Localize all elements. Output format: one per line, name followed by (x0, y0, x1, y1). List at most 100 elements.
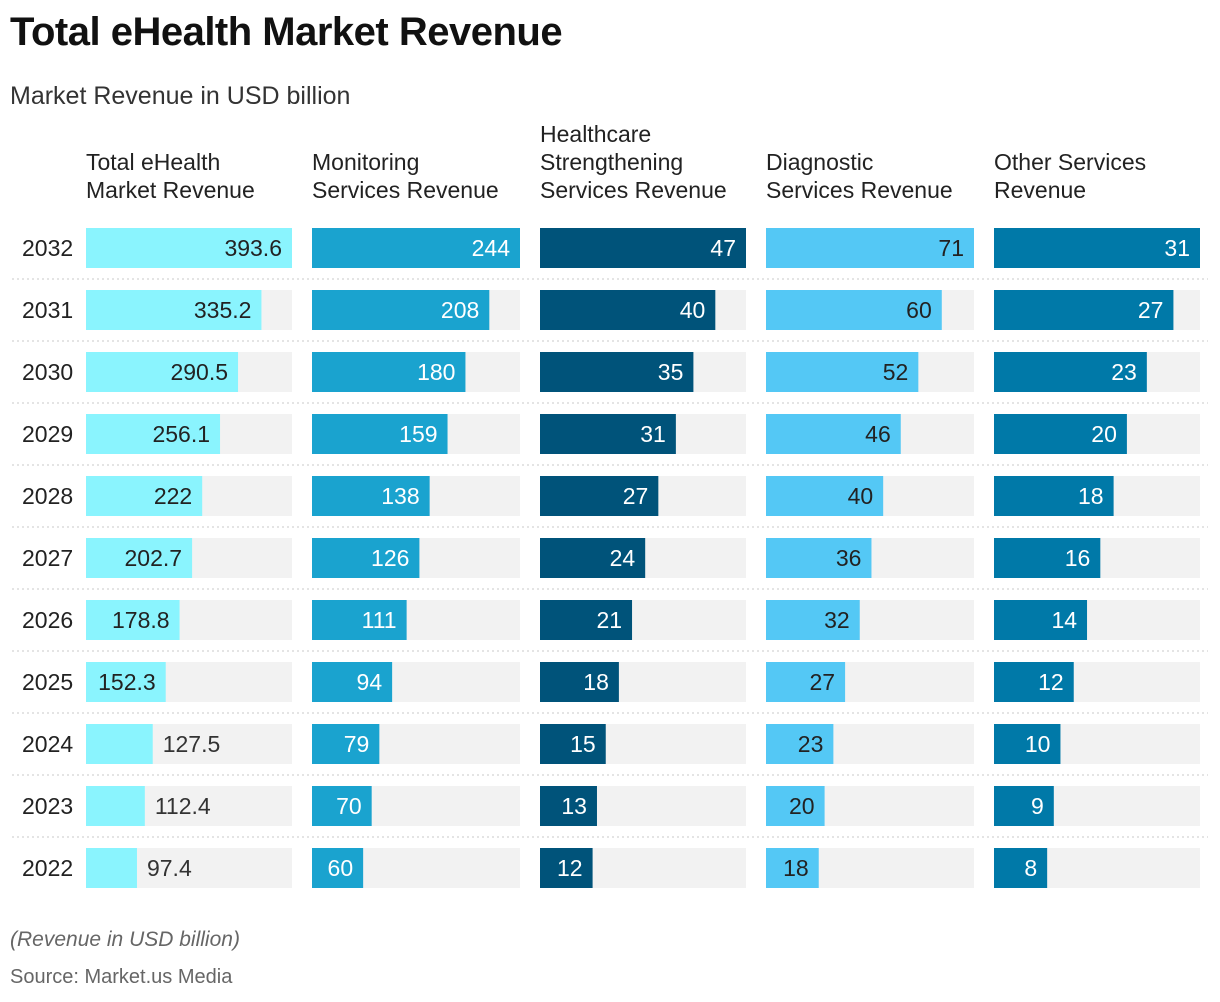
series-header: Strengthening (540, 149, 683, 175)
series-header: Services Revenue (766, 177, 953, 203)
data-label: 202.7 (125, 545, 183, 571)
chart-title: Total eHealth Market Revenue (10, 10, 563, 54)
bar (86, 848, 137, 888)
data-label: 18 (783, 855, 809, 881)
series-header: Monitoring (312, 149, 419, 175)
bar (312, 476, 430, 516)
bar (86, 476, 203, 516)
series-header: Services Revenue (540, 177, 727, 203)
data-label: 23 (798, 731, 824, 757)
series-header: Diagnostic (766, 149, 873, 175)
year-label: 2026 (22, 607, 73, 633)
data-label: 111 (362, 607, 397, 633)
data-label: 36 (836, 545, 862, 571)
bar (312, 848, 364, 888)
bar (312, 290, 490, 330)
data-label: 393.6 (224, 235, 282, 261)
data-label: 256.1 (152, 421, 210, 447)
bar (540, 352, 694, 392)
data-label: 152.3 (98, 669, 156, 695)
year-label: 2032 (22, 235, 73, 261)
year-label: 2024 (22, 731, 73, 757)
bar (540, 662, 619, 702)
series-header: Market Revenue (86, 177, 255, 203)
data-label: 40 (848, 483, 874, 509)
bar (312, 662, 393, 702)
chart-subtitle: Market Revenue in USD billion (10, 82, 351, 110)
bar (540, 228, 746, 268)
bar (86, 600, 180, 640)
bar (312, 228, 520, 268)
bar (766, 414, 901, 454)
series-header: Revenue (994, 177, 1086, 203)
data-label: 180 (417, 359, 455, 385)
year-label: 2030 (22, 359, 73, 385)
bar (994, 848, 1048, 888)
data-label: 222 (154, 483, 192, 509)
data-label: 138 (381, 483, 419, 509)
data-label: 20 (1091, 421, 1117, 447)
data-label: 31 (640, 421, 666, 447)
series-header: Total eHealth (86, 149, 220, 175)
bar (86, 414, 221, 454)
data-label: 208 (441, 297, 479, 323)
bar (86, 352, 239, 392)
bar (994, 538, 1101, 578)
bar (86, 662, 166, 702)
bar (86, 786, 145, 826)
data-label: 79 (344, 731, 370, 757)
bar (540, 538, 646, 578)
data-label: 290.5 (170, 359, 228, 385)
bar (540, 290, 716, 330)
data-label: 32 (824, 607, 850, 633)
data-label: 112.4 (155, 793, 211, 819)
year-label: 2027 (22, 545, 73, 571)
data-label: 60 (328, 855, 354, 881)
data-label: 94 (357, 669, 383, 695)
bar (994, 228, 1200, 268)
data-label: 12 (1038, 669, 1064, 695)
data-label: 46 (865, 421, 891, 447)
bar (540, 724, 606, 764)
bar (766, 662, 846, 702)
bar-chart: 2032203120302029202820272026202520242023… (12, 121, 1208, 888)
data-label: 71 (938, 235, 964, 261)
bar (86, 724, 153, 764)
data-label: 31 (1164, 235, 1190, 261)
data-label: 21 (596, 607, 622, 633)
data-label: 40 (680, 297, 706, 323)
bar (766, 600, 860, 640)
bar (312, 414, 448, 454)
year-label: 2029 (22, 421, 73, 447)
data-label: 27 (623, 483, 649, 509)
bar (312, 538, 420, 578)
data-label: 27 (1138, 297, 1164, 323)
data-label: 14 (1051, 607, 1077, 633)
bar (994, 352, 1147, 392)
bar (86, 228, 292, 268)
bar (312, 600, 407, 640)
bar (540, 786, 597, 826)
bar (86, 290, 262, 330)
bar (312, 786, 372, 826)
bar (540, 476, 659, 516)
data-label: 18 (1078, 483, 1104, 509)
data-label: 16 (1065, 545, 1091, 571)
year-label: 2025 (22, 669, 73, 695)
data-label: 27 (810, 669, 836, 695)
data-label: 70 (336, 793, 362, 819)
data-label: 12 (557, 855, 583, 881)
series-header: Healthcare (540, 121, 651, 147)
year-label: 2031 (22, 297, 73, 323)
data-label: 47 (710, 235, 736, 261)
series-header: Services Revenue (312, 177, 499, 203)
data-label: 9 (1031, 793, 1044, 819)
bar (766, 290, 942, 330)
data-label: 18 (583, 669, 609, 695)
data-label: 35 (658, 359, 684, 385)
bar (994, 290, 1174, 330)
bar (766, 724, 834, 764)
year-label: 2028 (22, 483, 73, 509)
data-label: 178.8 (112, 607, 170, 633)
chart-note: (Revenue in USD billion) (10, 928, 240, 951)
